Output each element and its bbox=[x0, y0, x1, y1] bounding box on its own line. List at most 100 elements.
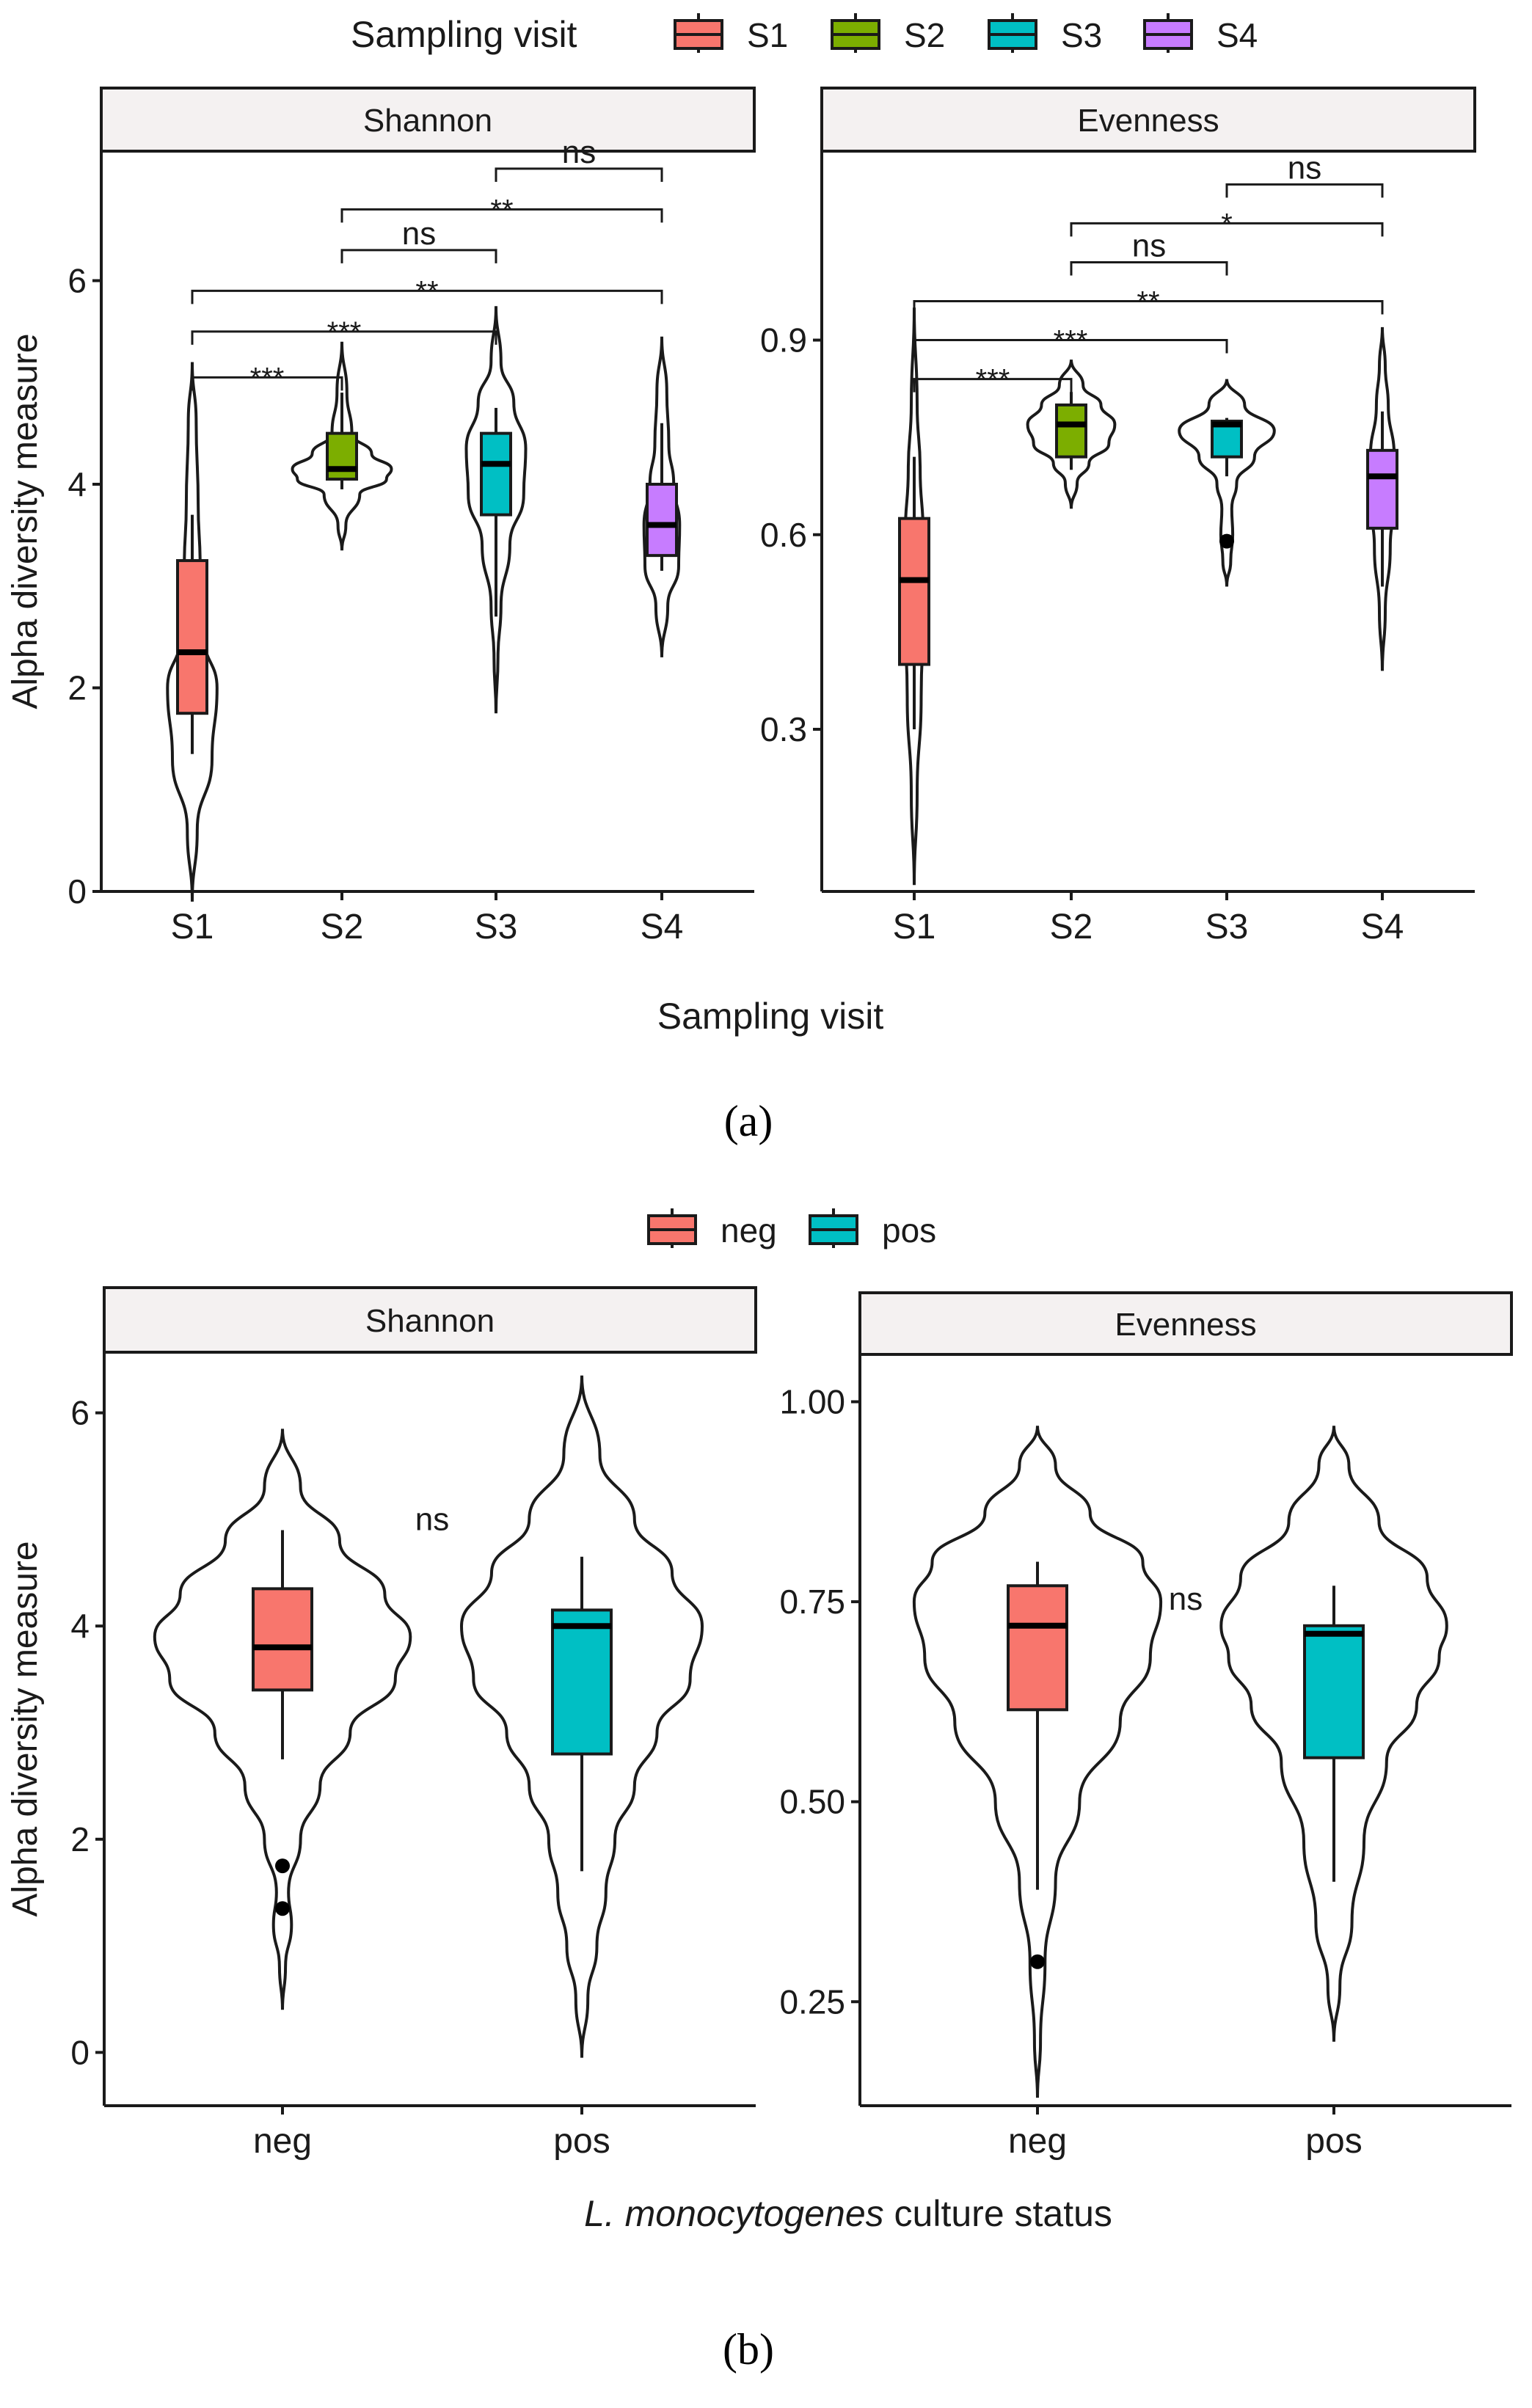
x-axis-title-b: L. monocytogenes culture status bbox=[584, 2193, 1112, 2234]
significance-label: *** bbox=[1054, 325, 1088, 357]
facet-strip bbox=[103, 1286, 757, 1354]
x-axis-title-b-rest: culture status bbox=[884, 2193, 1112, 2234]
legend-key-s4 bbox=[1143, 13, 1193, 53]
y-axis-title: Alpha diversity measure bbox=[6, 333, 45, 709]
legend-title: Sampling visit bbox=[351, 14, 577, 55]
outlier-point bbox=[1219, 533, 1234, 549]
x-tick-label-s2: S2 bbox=[321, 908, 364, 946]
facet-strip-label: Shannon bbox=[363, 103, 492, 139]
violin-s1 bbox=[166, 362, 219, 902]
significance-label: ** bbox=[1137, 285, 1159, 318]
y-tick-label: 2 bbox=[70, 1820, 90, 1858]
x-axis-title-a: Sampling visit bbox=[657, 996, 884, 1037]
facet-strip-label: Evenness bbox=[1077, 103, 1219, 139]
legend-a-items: S1 S2 S3 S4 bbox=[674, 13, 1258, 54]
y-tick-label: 4 bbox=[70, 1607, 90, 1645]
legend-b-items: neg pos bbox=[647, 1208, 936, 1249]
significance-label: ns bbox=[402, 216, 436, 252]
significance-label: ns bbox=[1169, 1581, 1203, 1617]
facet-b-evenness: Evenness 0.25 0.50 0.75 1.00 neg pos ns bbox=[779, 1291, 1513, 2161]
x-tick-label-s4: S4 bbox=[1361, 908, 1404, 946]
y-tick-label: 0.3 bbox=[760, 710, 807, 748]
x-axis-title-b-italic: L. monocytogenes bbox=[584, 2193, 884, 2234]
facet-strip bbox=[858, 1291, 1513, 1356]
y-tick-label: 0 bbox=[68, 872, 87, 911]
box-s4 bbox=[1366, 448, 1398, 530]
facet-b-shannon: Shannon 0 2 4 6 neg pos Alpha diversity measure… bbox=[6, 1286, 757, 2161]
significance-label: ns bbox=[1288, 150, 1321, 186]
x-tick-label-pos: pos bbox=[553, 2122, 610, 2161]
legend-key-s3 bbox=[988, 13, 1037, 53]
facet-a-shannon: Shannon 0 2 4 6 S1 S2 S3 S4 Alpha diversity measu… bbox=[6, 87, 756, 946]
significance-label: *** bbox=[250, 362, 285, 394]
legend-label-s4: S4 bbox=[1217, 16, 1258, 54]
x-tick-label-neg: neg bbox=[1008, 2122, 1067, 2161]
y-tick-label: 0.75 bbox=[779, 1583, 845, 1621]
y-tick-label: 6 bbox=[68, 262, 87, 300]
facet-strip-label: Shannon bbox=[365, 1303, 495, 1339]
legend-label-s1: S1 bbox=[747, 16, 788, 54]
facet-strip bbox=[820, 87, 1476, 153]
violin-s2 bbox=[1026, 359, 1117, 509]
y-tick-label: 0 bbox=[70, 2033, 90, 2071]
y-tick-label: 0.6 bbox=[760, 516, 807, 554]
y-tick-label: 6 bbox=[70, 1394, 90, 1432]
significance-label: ns bbox=[1132, 227, 1166, 263]
box-s1 bbox=[176, 559, 208, 715]
significance-label: *** bbox=[327, 316, 362, 349]
x-tick-label-s1: S1 bbox=[171, 908, 214, 946]
significance-label: ** bbox=[415, 275, 438, 307]
comparison-bracket bbox=[1225, 183, 1384, 198]
y-tick-label: 2 bbox=[68, 669, 87, 707]
y-tick-label: 0.25 bbox=[779, 1982, 845, 2021]
violin-neg bbox=[153, 1427, 412, 2010]
x-tick-label-s3: S3 bbox=[1205, 908, 1249, 946]
outlier-point bbox=[1030, 1954, 1045, 1969]
comparison-bracket bbox=[495, 167, 663, 182]
x-tick-label-s3: S3 bbox=[475, 908, 518, 946]
legend-label-s3: S3 bbox=[1061, 16, 1102, 54]
legend-key-s1 bbox=[674, 13, 723, 53]
y-tick-label: 0.50 bbox=[779, 1783, 845, 1821]
facet-strip-label: Evenness bbox=[1115, 1307, 1256, 1343]
comparison-bracket bbox=[1070, 222, 1384, 237]
significance-label: ns bbox=[562, 134, 596, 170]
box-s2 bbox=[326, 431, 358, 481]
significance-label: *** bbox=[976, 364, 1010, 396]
box-s2 bbox=[1055, 403, 1087, 459]
violin-s3 bbox=[1178, 377, 1276, 587]
box-s4 bbox=[646, 483, 678, 558]
legend-label-s2: S2 bbox=[904, 16, 945, 54]
y-axis-title: Alpha diversity measure bbox=[6, 1541, 45, 1916]
comparison-bracket bbox=[913, 339, 1228, 354]
comparison-bracket bbox=[191, 376, 343, 391]
legend-key-neg bbox=[647, 1208, 697, 1248]
x-tick-label-pos: pos bbox=[1305, 2122, 1362, 2161]
x-tick-label-s4: S4 bbox=[641, 908, 684, 946]
comparison-bracket bbox=[340, 208, 663, 223]
x-tick-label-s2: S2 bbox=[1050, 908, 1093, 946]
box-neg bbox=[1007, 1584, 1068, 1712]
y-tick-label: 4 bbox=[68, 465, 87, 503]
caption-a: (a) bbox=[724, 1097, 773, 1145]
caption-b: (b) bbox=[723, 2325, 774, 2374]
outlier-point bbox=[275, 1901, 290, 1916]
y-tick-label: 1.00 bbox=[779, 1383, 845, 1421]
significance-label: ns bbox=[415, 1501, 449, 1537]
legend-key-s2 bbox=[831, 13, 880, 53]
box-pos bbox=[1303, 1624, 1365, 1759]
legend-label-neg: neg bbox=[721, 1211, 777, 1249]
comparison-bracket bbox=[340, 249, 497, 263]
comparison-bracket bbox=[913, 378, 1073, 393]
violin-s3 bbox=[464, 304, 528, 714]
x-tick-label-neg: neg bbox=[253, 2122, 312, 2161]
legend-label-pos: pos bbox=[882, 1211, 936, 1249]
box-pos bbox=[551, 1608, 613, 1756]
significance-label: ** bbox=[490, 194, 513, 226]
legend-a: Sampling visit S1 S2 S3 S4 bbox=[351, 13, 1258, 55]
y-tick-label: 0.9 bbox=[760, 321, 807, 360]
box-s1 bbox=[898, 517, 930, 666]
legend-key-pos bbox=[809, 1208, 858, 1248]
